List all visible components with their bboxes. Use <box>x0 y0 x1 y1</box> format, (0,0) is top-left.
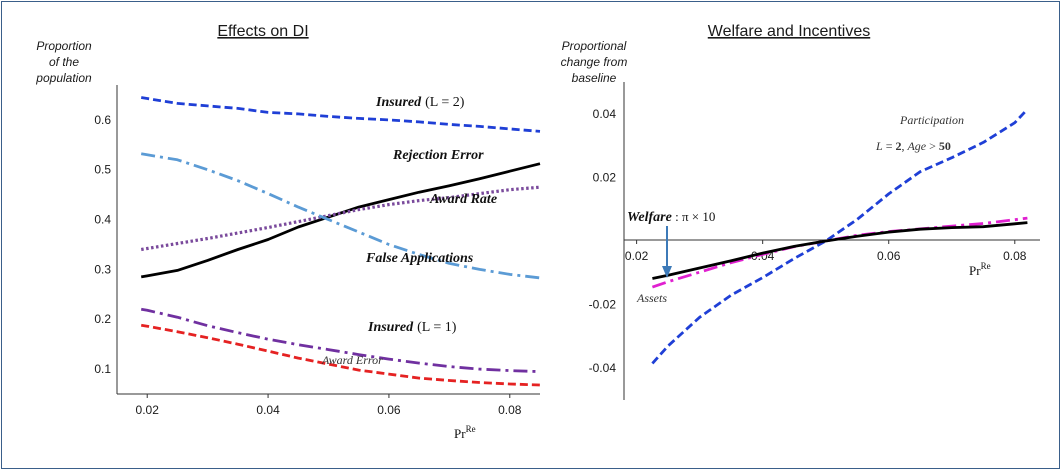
right-y-tick-label: 0.02 <box>593 170 617 184</box>
right-y-tick-label: -0.04 <box>589 361 617 375</box>
left-y-tick-label: 0.2 <box>94 312 111 326</box>
series-participation <box>651 108 1029 365</box>
right-ylabel-line-1: Proportional <box>562 39 627 53</box>
label-assets: Assets <box>636 291 667 305</box>
left-y-tick-label: 0.4 <box>94 213 111 227</box>
left-y-ticks: 0.1 0.2 0.3 0.4 0.5 0.6 <box>94 113 111 376</box>
label-insured-l2: Insured (L = 2) <box>375 95 465 110</box>
label-participation: Participation <box>899 113 964 127</box>
label-award-rate: Award Rate <box>429 192 497 207</box>
left-x-tick-label: 0.02 <box>136 403 160 417</box>
right-ylabel-line-3: baseline <box>572 71 617 85</box>
label-rejection-error: Rejection Error <box>392 148 484 163</box>
left-panel: Effects on DI Proportion of the populati… <box>35 23 541 441</box>
series-insured-l-2 <box>140 96 541 133</box>
left-x-tick-label: 0.06 <box>377 403 401 417</box>
right-x-tick-label: 0.06 <box>877 249 901 263</box>
right-x-ticks: 0.02 0.04 0.06 0.08 <box>625 240 1027 263</box>
right-chart-title: Welfare and Incentives <box>708 23 870 40</box>
right-x-tick-label: 0.08 <box>1003 249 1027 263</box>
right-y-tick-label: 0.04 <box>593 107 617 121</box>
left-y-tick-label: 0.5 <box>94 163 111 177</box>
left-x-ticks: 0.02 0.04 0.06 0.08 <box>136 394 522 417</box>
right-ylabel-line-2: change from <box>561 55 628 69</box>
left-ylabel-line-2: of the <box>49 55 79 69</box>
series-false-applications <box>140 152 541 280</box>
series-insured-l-1 <box>140 307 541 373</box>
right-y-tick-label: -0.02 <box>589 298 617 312</box>
right-y-ticks: -0.04 -0.02 0.02 0.04 <box>589 107 617 375</box>
series-rejection-error <box>140 162 541 279</box>
left-chart-title: Effects on DI <box>217 23 308 40</box>
series-welfare <box>652 221 1028 280</box>
label-participation-condition: L = 2, Age > 50 <box>875 139 951 153</box>
right-x-axis-label: PrRe <box>969 261 991 278</box>
label-award-error: Award Error <box>321 353 383 367</box>
left-ylabel-line-3: population <box>35 71 92 85</box>
label-false-applications: False Applications <box>365 251 474 266</box>
right-panel: Welfare and Incentives Proportional chan… <box>561 23 1040 400</box>
series-award-rate <box>140 185 541 252</box>
left-x-axis-label: PrRe <box>454 424 476 441</box>
label-insured-l1: Insured (L = 1) <box>367 320 457 335</box>
left-ylabel-line-1: Proportion <box>36 39 92 53</box>
left-x-tick-label: 0.04 <box>256 403 280 417</box>
right-series <box>651 108 1029 365</box>
left-series <box>140 96 541 387</box>
left-x-tick-label: 0.08 <box>498 403 522 417</box>
right-x-tick-label: 0.02 <box>625 249 649 263</box>
label-welfare: Welfare : π × 10 <box>627 209 715 225</box>
welfare-arrow-head <box>662 266 672 278</box>
left-y-tick-label: 0.6 <box>94 113 111 127</box>
left-y-tick-label: 0.1 <box>94 362 111 376</box>
left-y-tick-label: 0.3 <box>94 262 111 276</box>
